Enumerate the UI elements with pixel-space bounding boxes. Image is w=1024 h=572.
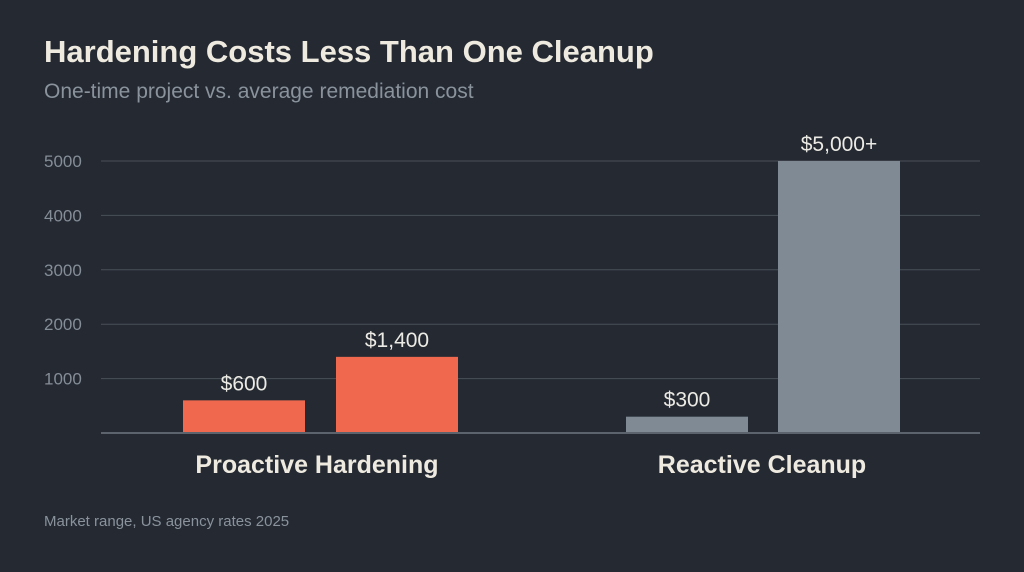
bars [183, 161, 900, 433]
bar-4 [778, 161, 900, 433]
chart-title: Hardening Costs Less Than One Cleanup [44, 34, 654, 69]
category-label-1: Proactive Hardening [195, 451, 438, 479]
category-label-2: Reactive Cleanup [658, 451, 866, 479]
y-tick-label-5000: 5000 [44, 152, 82, 171]
data-label-4: $5,000+ [801, 133, 878, 156]
y-tick-label-1000: 1000 [44, 370, 82, 389]
data-label-2: $1,400 [365, 329, 429, 352]
y-tick-label-2000: 2000 [44, 315, 82, 334]
data-label-1: $600 [221, 372, 268, 395]
data-label-3: $300 [664, 389, 711, 412]
chart-subtitle: One-time project vs. average remediation… [44, 80, 474, 103]
y-tick-label-3000: 3000 [44, 261, 82, 280]
bar-2 [336, 356, 458, 433]
footnote: Market range, US agency rates 2025 [44, 513, 290, 530]
data-labels: $600 $1,400 $300 $5,000+ [221, 133, 878, 412]
category-labels: Proactive Hardening Reactive Cleanup [195, 451, 866, 479]
bar-1 [183, 400, 305, 433]
bar-3 [626, 416, 748, 433]
y-tick-label-4000: 4000 [44, 206, 82, 225]
y-axis-ticks: 1000 2000 3000 4000 5000 [44, 152, 82, 389]
